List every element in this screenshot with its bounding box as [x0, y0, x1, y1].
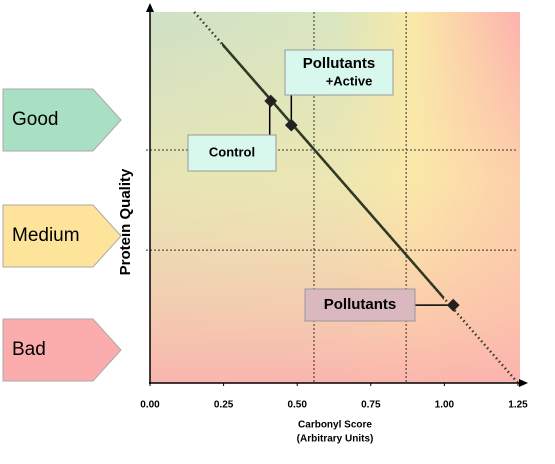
- annotation-text: +Active: [326, 73, 373, 88]
- zone-arrow: [2, 318, 122, 382]
- annotation-box: [304, 288, 416, 322]
- data-point: [284, 118, 298, 132]
- data-point: [446, 298, 460, 312]
- zone-label: Good: [12, 109, 58, 130]
- annotation-text: Control: [209, 144, 255, 159]
- y-axis-arrow: [146, 3, 154, 12]
- data-point: [264, 94, 278, 108]
- x-tick-label: 1.00: [435, 400, 455, 411]
- x-axis-label: Carbonyl Score: [298, 420, 372, 431]
- x-tick-label: 1.25: [508, 400, 528, 411]
- annotation-text: Pollutants: [303, 55, 376, 72]
- x-tick-label: 0.25: [214, 400, 234, 411]
- y-axis-label: Protein Quality: [117, 168, 134, 275]
- x-tick-label: 0.75: [361, 400, 381, 411]
- x-axis-label: (Arbitrary Units): [297, 434, 374, 445]
- annotation-text: Pollutants: [324, 296, 397, 313]
- annotation-box: [187, 134, 277, 172]
- zone-arrow: [2, 204, 122, 268]
- x-tick-label: 0.50: [287, 400, 307, 411]
- zone-label: Medium: [12, 225, 80, 246]
- trend-line-solid: [222, 41, 444, 301]
- zone-label: Bad: [12, 339, 46, 360]
- x-tick-label: 0.00: [140, 400, 160, 411]
- x-axis-arrow: [519, 379, 528, 387]
- zone-arrow: [2, 88, 122, 152]
- annotation-box: [284, 49, 394, 96]
